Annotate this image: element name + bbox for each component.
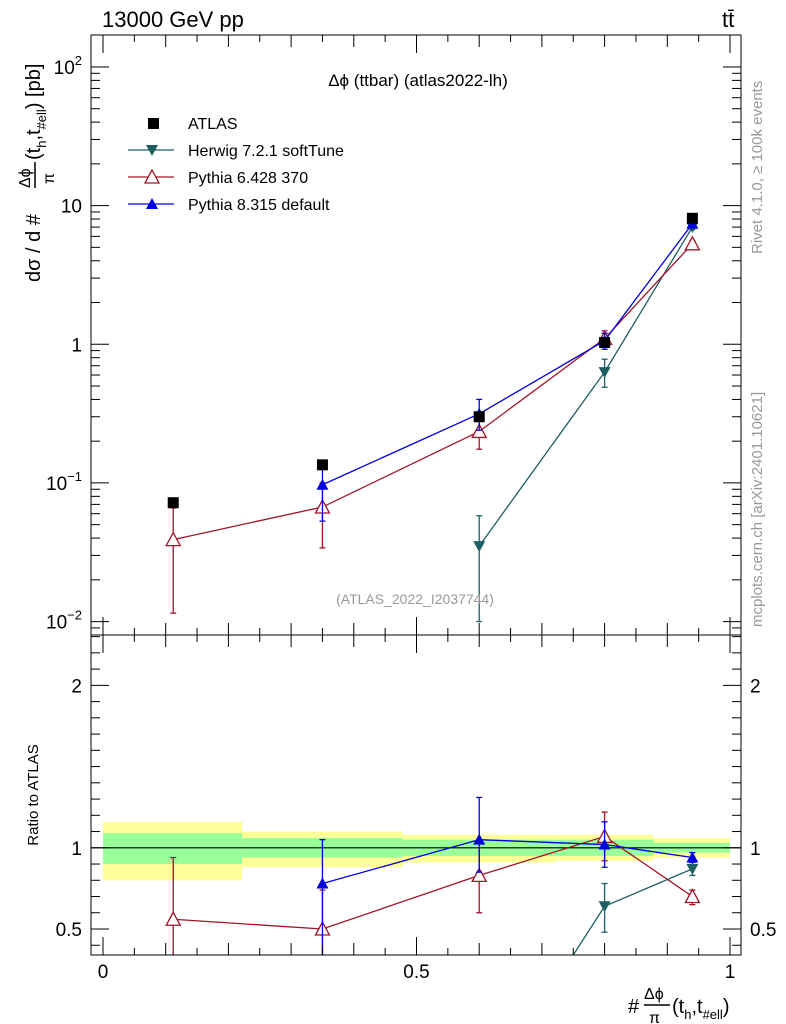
- main-y-tick-label: 10: [61, 197, 82, 218]
- main-atlas-point: [316, 459, 328, 471]
- x-tick-label: 0: [98, 962, 109, 983]
- ratio-pythia8-point: [473, 833, 486, 845]
- ratio-pythia8-point: [686, 851, 699, 863]
- ylabel-main: dσ / d #: [23, 213, 45, 282]
- xlabel-args: (t: [672, 996, 685, 1018]
- ratio-y-axis-label: Ratio to ATLAS: [25, 744, 42, 845]
- xlabel-sub2: #ell: [703, 1007, 723, 1022]
- main-atlas-point: [167, 497, 179, 509]
- xlabel-prefix: #: [628, 996, 640, 1018]
- legend-marker-atlas: [148, 118, 159, 129]
- main-pythia8-point: [316, 478, 329, 490]
- ratio-pythia6-point: [165, 910, 182, 926]
- ylabel-sub1: h: [34, 141, 49, 148]
- ratio-pythia8-point: [316, 877, 329, 889]
- main-y-axis-label: dσ / d # Δϕ π (th,t#ell) [pb]: [17, 64, 58, 282]
- xlabel-sub1: h: [684, 1007, 691, 1022]
- ratio-pythia6-point: [684, 888, 701, 904]
- xlabel-frac-num: Δϕ: [644, 986, 664, 1003]
- svg-text:(th,t#ell): (th,t#ell): [672, 996, 730, 1022]
- mcplots-source-label: mcplots.cern.ch [arXiv:2401.10621]: [749, 392, 766, 627]
- tick-base: 10: [46, 474, 67, 495]
- ratio-y-tick-label-right: 0.5: [750, 920, 776, 941]
- legend-marker-herwig: [146, 145, 158, 156]
- main-pythia8-line: [322, 223, 693, 486]
- x-tick-label: 0.5: [403, 962, 429, 983]
- legend-label-pythia6: Pythia 6.428 370: [188, 170, 308, 187]
- main-y-tick-label: 1: [71, 335, 82, 356]
- ylabel-frac-num: Δϕ: [17, 168, 34, 188]
- legend-label-pythia8: Pythia 8.315 default: [188, 197, 330, 214]
- svg-text:(th,t#ell) [pb]: (th,t#ell) [pb]: [23, 64, 49, 160]
- svg-text:dσ / d #: dσ / d #: [23, 213, 45, 282]
- ratio-y-tick-label-left: 1: [71, 839, 82, 860]
- ratio-y-tick-label-right: 2: [750, 676, 761, 697]
- legend-entry-pythia8: Pythia 8.315 default: [128, 197, 330, 214]
- legend: ATLAS Herwig 7.2.1 softTune Pythia 6.428…: [128, 116, 344, 214]
- main-herwig-point: [598, 367, 611, 379]
- legend-label-atlas: ATLAS: [188, 116, 238, 133]
- xlabel-frac-den: π: [649, 1010, 660, 1024]
- ratio-y-tick-label-right: 1: [750, 839, 761, 860]
- ratio-axis-ticks: 0.5 0.5 1 1 2 2 0 0.5 1: [56, 635, 776, 983]
- legend-entry-herwig: Herwig 7.2.1 softTune: [128, 143, 344, 160]
- ratio-herwig-point: [686, 863, 699, 875]
- main-pythia6-point: [471, 423, 488, 439]
- tick-exponent: 2: [75, 53, 82, 68]
- x-axis-label: # Δϕ π (th,t#ell): [628, 986, 730, 1024]
- legend-entry-atlas: ATLAS: [148, 116, 238, 133]
- ratio-y-tick-label-left: 2: [71, 676, 82, 697]
- ratio-pythia8-line: [322, 839, 693, 885]
- ylabel-mid: ,t: [23, 129, 45, 141]
- legend-entry-pythia6: Pythia 6.428 370: [128, 168, 308, 187]
- ylabel-args: (t: [23, 147, 45, 160]
- main-pythia6-line: [173, 243, 693, 541]
- ratio-herwig-line: [572, 868, 693, 956]
- ratio-pythia8-point: [598, 838, 611, 850]
- ratio-plot-marks: [91, 796, 741, 956]
- main-plot-marks: [165, 212, 701, 623]
- tick-exponent: −2: [67, 608, 82, 623]
- main-y-tick-label: 10−1: [46, 469, 82, 495]
- main-herwig-line: [478, 226, 693, 547]
- ratio-panel: 0.5 0.5 1 1 2 2 0 0.5 1 Ratio to ATLAS # Δϕ π (t…: [25, 634, 776, 1024]
- legend-marker-pythia8: [146, 198, 158, 209]
- ratio-herwig-point: [598, 901, 611, 913]
- ratio-y-tick-label-left: 0.5: [56, 920, 82, 941]
- main-pythia6-point: [684, 235, 701, 251]
- xlabel-mid: ,t: [691, 996, 703, 1018]
- header-energy-label: 13000 GeV pp: [102, 7, 244, 32]
- ylabel-sub2: #ell: [34, 109, 49, 129]
- rivet-version-label: Rivet 4.1.0, ≥ 100k events: [749, 81, 766, 254]
- x-tick-label: 1: [725, 962, 736, 983]
- main-y-tick-label: 102: [54, 53, 82, 79]
- tick-exponent: −1: [67, 469, 82, 484]
- main-pythia6-point: [165, 531, 182, 547]
- main-y-tick-label: 10−2: [46, 608, 82, 634]
- legend-marker-pythia6: [143, 168, 161, 184]
- tick-base: 10: [46, 613, 67, 634]
- ylabel-frac-den: π: [41, 173, 58, 184]
- main-atlas-point: [473, 411, 485, 423]
- main-plot-title: Δϕ (ttbar) (atlas2022-lh): [328, 71, 508, 90]
- legend-label-herwig: Herwig 7.2.1 softTune: [188, 143, 344, 160]
- xlabel-end: ): [723, 996, 730, 1018]
- ratio-pythia6-point: [471, 867, 488, 883]
- header-process-label: tt̄: [722, 7, 734, 32]
- main-atlas-point: [599, 336, 611, 348]
- analysis-watermark: (ATLAS_2022_I2037744): [336, 591, 494, 607]
- tick-base: 10: [54, 58, 75, 79]
- ratio-frame: [90, 634, 742, 956]
- ylabel-end: ) [pb]: [23, 64, 45, 110]
- main-herwig-point: [473, 541, 486, 553]
- main-atlas-point: [686, 212, 698, 224]
